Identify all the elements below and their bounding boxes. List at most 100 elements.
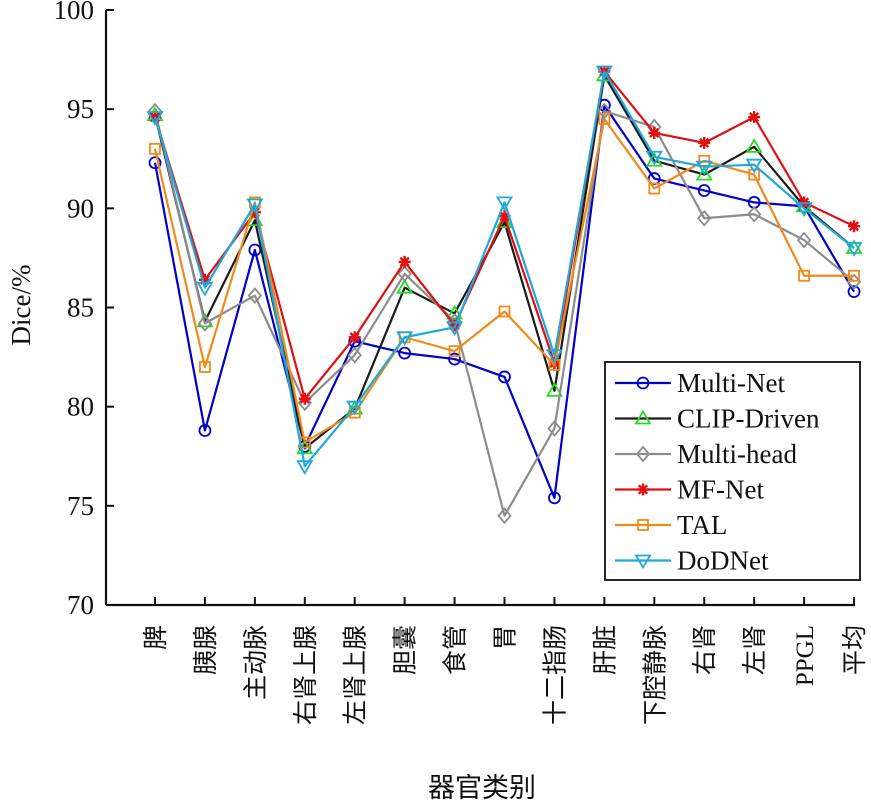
data-point-multi-net <box>198 424 212 437</box>
series-line-multi-net <box>153 104 855 499</box>
data-point-multi-net <box>398 346 412 360</box>
data-point-dodnet <box>296 460 314 475</box>
data-point-clip-driven <box>845 239 863 254</box>
series-group <box>146 65 863 525</box>
legend-marker <box>634 554 652 570</box>
data-point-multi-head <box>547 420 562 437</box>
data-point-clip-driven <box>695 165 713 181</box>
x-tick-label: 肝脏 <box>591 625 619 675</box>
data-point-dodnet <box>795 202 813 218</box>
series-line-dodnet <box>153 70 855 468</box>
data-point-mf-net <box>798 196 811 209</box>
data-point-multi-head <box>746 205 762 223</box>
data-point-dodnet <box>645 150 663 166</box>
legend-item-multi-net: Multi-Net <box>615 368 785 398</box>
data-point-mf-net <box>848 220 861 233</box>
data-point-dodnet <box>146 111 164 126</box>
data-point-dodnet <box>246 198 264 214</box>
series-line-multi-head <box>153 110 855 517</box>
x-tick-label: 食管 <box>442 625 470 675</box>
legend-label: Multi-Net <box>677 368 785 398</box>
data-point-multi-head <box>247 287 263 304</box>
y-tick-label: 75 <box>67 491 94 521</box>
data-point-dodnet <box>196 281 214 297</box>
data-point-tal <box>748 168 761 181</box>
data-point-tal <box>448 345 461 358</box>
y-tick-label: 90 <box>67 193 94 223</box>
data-point-mf-net <box>298 392 311 405</box>
legend-box <box>604 361 861 581</box>
x-tick-label: 胰腺 <box>192 625 220 675</box>
data-point-multi-net <box>847 285 861 299</box>
data-point-mf-net <box>748 111 761 124</box>
y-tick-label: 95 <box>67 94 94 124</box>
legend-item-multi-head: Multi-head <box>615 439 797 469</box>
data-point-dodnet <box>845 242 863 257</box>
data-point-multi-head <box>197 314 213 332</box>
legend-marker <box>637 483 649 496</box>
data-point-dodnet <box>745 158 763 174</box>
legend-marker <box>635 445 651 463</box>
data-point-tal <box>548 359 561 371</box>
legend-item-mf-net: MF-Net <box>615 475 764 505</box>
data-point-multi-net <box>498 370 511 384</box>
legend-label: MF-Net <box>677 475 764 505</box>
data-point-clip-driven <box>645 151 663 167</box>
data-point-mf-net <box>648 126 661 139</box>
data-point-tal <box>798 269 810 282</box>
data-point-multi-head <box>497 507 512 525</box>
data-point-mf-net <box>698 136 711 149</box>
data-point-dodnet <box>695 160 713 176</box>
y-axis-label: Dice/% <box>6 265 36 346</box>
data-point-tal <box>648 182 661 195</box>
x-tick-label: 胆囊 <box>392 625 420 675</box>
x-ticks: 脾胰腺 主动脉 右肾上腺 左肾上腺 胆囊 食管胃十二指肠 肝脏 下腔静脉 右肾 左肾 PPGL 平均 <box>142 597 869 725</box>
data-point-mf-net <box>398 255 411 268</box>
data-point-dodnet <box>396 331 414 347</box>
data-point-clip-driven <box>446 304 464 320</box>
data-point-dodnet <box>545 349 564 364</box>
data-point-multi-head <box>397 265 412 283</box>
data-point-multi-head <box>796 231 812 249</box>
data-point-multi-net <box>548 491 561 505</box>
data-point-dodnet <box>595 65 613 81</box>
legend-item-clip-driven: CLIP-Driven <box>615 404 820 434</box>
x-tick-label: PPGL <box>792 625 819 686</box>
data-point-dodnet <box>446 321 464 337</box>
legend-marker <box>634 409 652 425</box>
x-tick-label: 主动脉 <box>242 625 270 700</box>
data-point-multi-net <box>448 352 461 366</box>
legend-label: CLIP-Driven <box>677 404 820 434</box>
legend-item-dodnet: DoDNet <box>615 546 769 576</box>
legend-item-tal: TAL <box>615 510 727 540</box>
data-point-tal <box>199 361 211 373</box>
data-point-dodnet <box>495 196 514 212</box>
data-point-tal <box>149 142 161 155</box>
data-point-tal <box>598 113 611 125</box>
y-ticks: 70 75 80 85 90 95 100 <box>54 0 114 620</box>
series-dodnet <box>146 65 863 475</box>
legend-marker <box>636 376 650 390</box>
data-point-multi-head <box>297 394 312 412</box>
y-tick-label: 85 <box>67 293 94 323</box>
data-point-multi-head <box>846 273 862 291</box>
x-tick-label: 脾 <box>142 625 170 650</box>
y-tick-label: 100 <box>54 0 95 25</box>
legend-marker <box>637 519 649 531</box>
data-point-clip-driven <box>545 382 564 397</box>
data-point-tal <box>848 269 860 282</box>
x-tick-label: 右肾 <box>691 625 719 675</box>
x-axis-label: 器官类别 <box>428 773 536 803</box>
data-point-multi-net <box>148 156 162 170</box>
x-tick-label: 左肾上腺 <box>342 625 370 725</box>
data-point-multi-head <box>697 209 712 227</box>
data-point-multi-net <box>697 184 711 197</box>
x-tick-label: 右肾上腺 <box>292 625 320 725</box>
data-point-clip-driven <box>745 138 763 153</box>
legend-label: Multi-head <box>677 439 797 469</box>
data-point-clip-driven <box>396 278 414 294</box>
legend: Multi-Net CLIP-Driven Multi-head MF-Net TAL D… <box>604 361 861 581</box>
data-point-multi-head <box>347 346 362 364</box>
x-tick-label: 左肾 <box>741 625 769 675</box>
